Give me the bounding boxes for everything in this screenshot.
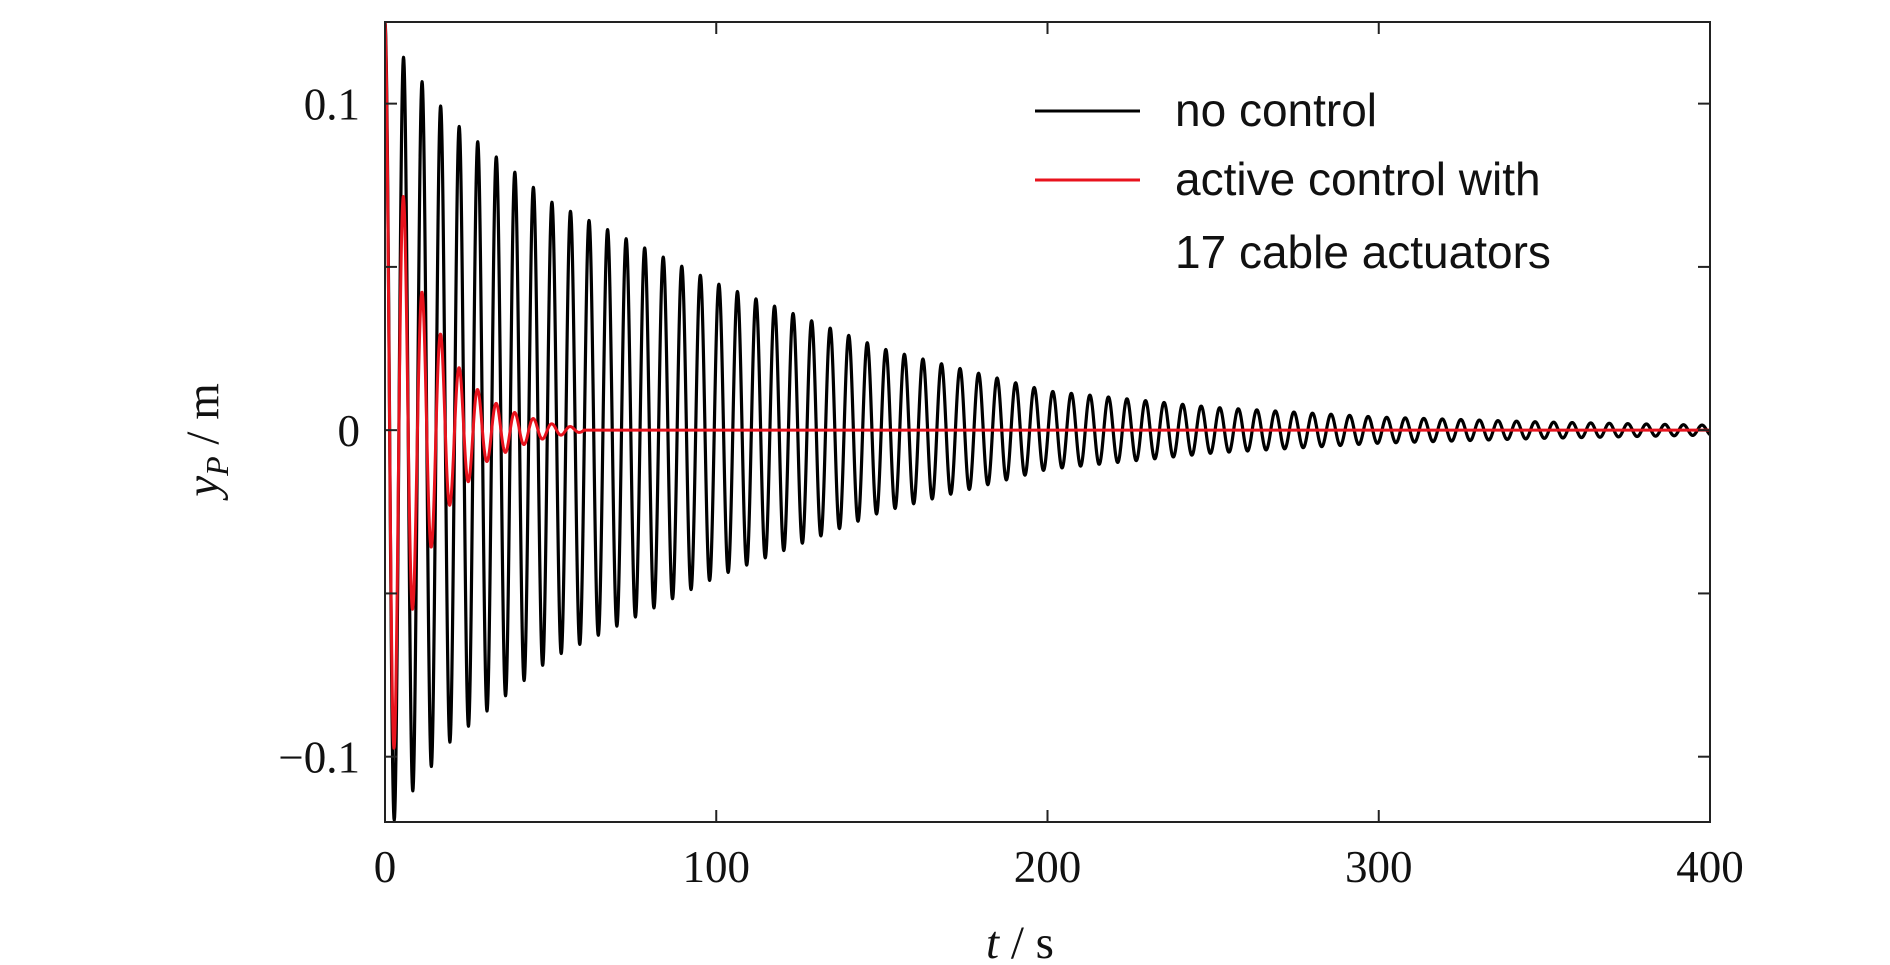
y-axis-label: yP / m	[177, 383, 235, 501]
y-tick-label-4: 0.1	[304, 80, 360, 130]
y-axis-var: y	[177, 476, 229, 501]
legend-label-no-control: no control	[1175, 84, 1377, 136]
y-tick-label-0: −0.1	[278, 733, 360, 783]
series-line-no-control	[385, 22, 1710, 822]
x-tick-label-300: 300	[1345, 842, 1413, 892]
legend: no control active control with 17 cable …	[1035, 84, 1551, 278]
x-tick-label-100: 100	[683, 842, 751, 892]
x-tick-label-400: 400	[1676, 842, 1744, 892]
x-axis-label: t / s	[986, 917, 1054, 965]
series-layer	[385, 22, 1710, 822]
legend-label-active-control-line2: 17 cable actuators	[1175, 226, 1551, 278]
y-axis-sub: P	[199, 456, 235, 477]
legend-label-active-control-line1: active control with	[1175, 153, 1541, 205]
y-tick-label-2: 0	[338, 406, 361, 456]
x-axis-var: t	[986, 917, 1000, 965]
x-axis-unit: s	[1036, 917, 1054, 965]
ticks-layer: 0 100 200 300 400 −0.1 0 0.1	[278, 22, 1744, 892]
x-tick-label-200: 200	[1014, 842, 1082, 892]
series-line-active-control	[385, 22, 1710, 750]
y-axis-unit: m	[177, 383, 229, 420]
x-tick-label-0: 0	[374, 842, 397, 892]
